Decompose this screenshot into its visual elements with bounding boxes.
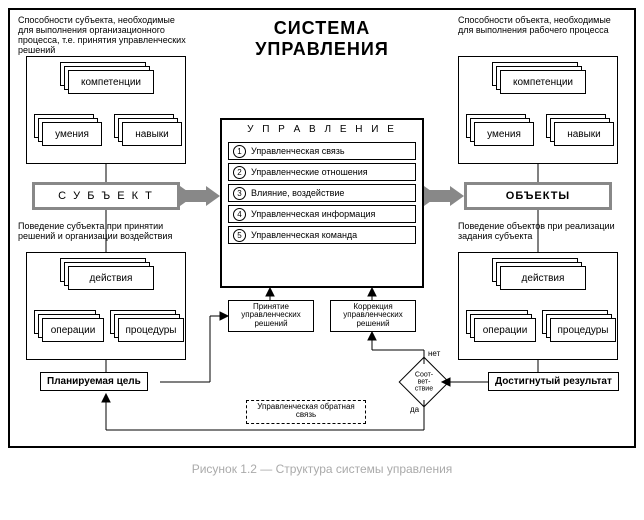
center-panel: У П Р А В Л Е Н И Е 1 Управленческая связ…: [220, 118, 424, 288]
row-5: 5 Управленческая команда: [228, 226, 416, 244]
row-2: 2 Управленческие отношения: [228, 163, 416, 181]
row-label-1: Управленческая связь: [251, 146, 345, 156]
label-procedury: процедуры: [118, 318, 184, 342]
right-caption: Способности объекта, необходимые для вып…: [458, 16, 628, 36]
num-1: 1: [233, 145, 246, 158]
decision-diamond: Соот-вет-ствие: [399, 357, 450, 408]
row-3: 3 Влияние, воздействие: [228, 184, 416, 202]
row-4: 4 Управленческая информация: [228, 205, 416, 223]
label-umeniya: умения: [42, 122, 102, 146]
title-line-1: СИСТЕМА: [255, 18, 389, 39]
left-caption: Способности субъекта, необходимые для вы…: [18, 16, 188, 56]
right-mid-caption: Поведение объектов при реализации задани…: [458, 222, 628, 242]
label-operacii: операции: [42, 318, 104, 342]
label-net: нет: [428, 350, 440, 359]
diagram-root: СИСТЕМА УПРАВЛЕНИЯ Способности субъекта,…: [8, 8, 636, 448]
label-da: да: [410, 406, 419, 415]
num-4: 4: [233, 208, 246, 221]
subject-box: С У Б Ъ Е К Т: [32, 182, 180, 210]
box-correction: Коррекция управленческих решений: [330, 300, 416, 332]
num-2: 2: [233, 166, 246, 179]
figure-caption: Рисунок 1.2 — Структура системы управлен…: [8, 462, 636, 476]
diamond-label: Соот-вет-ствие: [415, 372, 433, 393]
objects-box: ОБЪЕКТЫ: [464, 182, 612, 210]
title-line-2: УПРАВЛЕНИЯ: [255, 39, 389, 60]
main-title: СИСТЕМА УПРАВЛЕНИЯ: [255, 18, 389, 59]
row-label-5: Управленческая команда: [251, 230, 357, 240]
feedback-label: Управленческая обратная связь: [246, 400, 366, 424]
center-header: У П Р А В Л Е Н И Е: [222, 120, 422, 139]
num-5: 5: [233, 229, 246, 242]
row-label-2: Управленческие отношения: [251, 167, 368, 177]
label-navyki: навыки: [122, 122, 182, 146]
row-label-4: Управленческая информация: [251, 209, 375, 219]
pill-plan-goal: Планируемая цель: [40, 372, 148, 391]
row-label-3: Влияние, воздействие: [251, 188, 344, 198]
num-3: 3: [233, 187, 246, 200]
label-kompetencii: компетенции: [68, 70, 154, 94]
label-deistviya: действия: [68, 266, 154, 290]
pill-result: Достигнутый результат: [488, 372, 619, 391]
box-decision: Принятие управленческих решений: [228, 300, 314, 332]
row-1: 1 Управленческая связь: [228, 142, 416, 160]
left-mid-caption: Поведение субъекта при принятии решений …: [18, 222, 188, 242]
